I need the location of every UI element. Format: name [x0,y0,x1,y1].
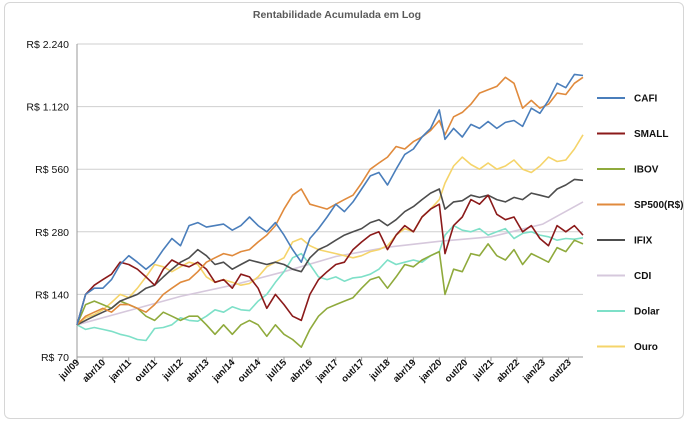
x-tick-label: jan/17 [313,357,341,385]
x-tick-label: jan/14 [210,357,238,385]
x-tick-label: abr/10 [80,357,108,385]
legend: CAFI SMALL IBOV SP500(R$) IFIX CDI Dolar Ouro [597,94,683,353]
y-tick-label: R$ 70 [41,352,69,364]
legend-label-cdi: CDI [634,271,651,282]
x-tick-label: jan/23 [520,357,548,385]
x-tick-label: abr/13 [184,357,212,385]
y-tick-label: R$ 280 [35,227,69,239]
y-axis-ticks: R$ 70 R$ 140 R$ 280 R$ 560 R$ 1.120 R$ 2.240 [26,39,69,364]
x-tick-label: jul/12 [160,357,186,383]
grid [76,43,583,358]
x-tick-label: jan/11 [107,357,135,385]
series-line-small [76,194,584,326]
legend-label-sp500-r: SP500(R$) [634,200,683,211]
x-tick-label: jul/15 [263,357,289,383]
y-tick-label: R$ 1.120 [26,102,69,114]
chart-title: Rentabilidade Acumulada em Log [253,9,421,21]
x-tick-label: abr/16 [287,357,315,385]
x-tick-label: jul/18 [367,357,393,383]
x-tick-label: out/20 [443,357,471,385]
x-tick-label: out/14 [236,357,264,385]
legend-label-small: SMALL [634,129,668,140]
x-tick-label: abr/22 [494,357,522,385]
x-tick-label: out/17 [339,357,367,385]
x-tick-label: abr/19 [391,357,419,385]
legend-label-ouro: Ouro [634,342,658,353]
legend-label-dolar: Dolar [634,307,660,318]
series-line-ifix [76,178,584,326]
series-line-dolar [76,224,584,342]
y-tick-label: R$ 560 [35,164,69,176]
y-tick-label: R$ 2.240 [26,39,69,51]
series-line-ibov [76,239,584,348]
legend-label-cafi: CAFI [634,94,658,105]
x-tick-label: out/11 [133,357,161,385]
x-tick-label: jan/20 [417,357,445,385]
series-lines [76,73,584,348]
x-tick-label: jul/21 [470,357,496,383]
series-line-sp500-r [76,76,584,326]
y-tick-label: R$ 140 [35,289,69,301]
legend-label-ifix: IFIX [634,236,653,247]
series-line-cafi [76,73,584,326]
x-tick-label: out/23 [546,357,574,385]
series-line-ouro [76,134,584,326]
legend-label-ibov: IBOV [634,165,659,176]
